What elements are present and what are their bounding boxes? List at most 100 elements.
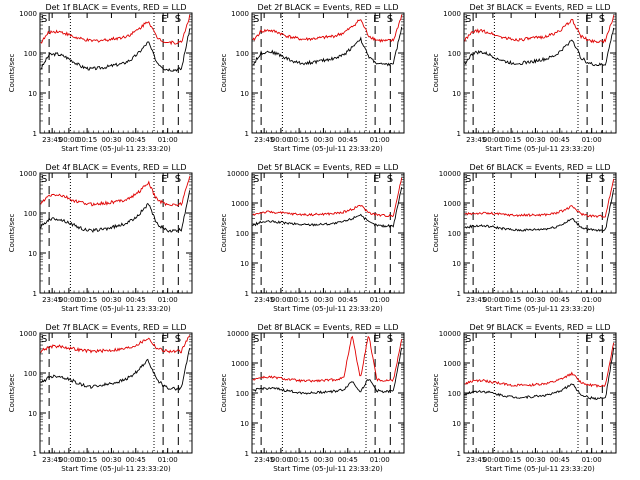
marker-e: E [373, 174, 379, 185]
marker-e: E [373, 334, 379, 345]
marker-s: S [599, 334, 605, 345]
marker-s: S [599, 14, 605, 25]
x-tick-label: 23:45 [42, 296, 62, 304]
y-tick-label: 10 [452, 260, 461, 268]
x-tick-label: 00:30 [525, 136, 545, 144]
series-line [252, 177, 403, 218]
x-tick-label: 01:00 [158, 136, 178, 144]
marker-s: S [41, 174, 47, 185]
series-line [40, 28, 191, 72]
x-tick-label: 00:45 [338, 296, 358, 304]
series-line [252, 26, 403, 67]
y-axis-label: Counts/sec [220, 54, 228, 93]
x-tick-label: 00:00 [271, 136, 291, 144]
plot-frame [251, 172, 405, 294]
y-tick-label: 1000 [231, 360, 249, 368]
y-tick-label: 1 [245, 450, 249, 458]
panel-title: Det 6f BLACK = Events, RED = LLD [469, 163, 610, 172]
x-tick-label: 00:45 [126, 136, 146, 144]
x-tick-label: 00:15 [77, 296, 97, 304]
marker-s: S [253, 14, 259, 25]
y-tick-label: 100 [236, 390, 249, 398]
series-line [252, 335, 403, 383]
x-tick-label: 00:45 [550, 456, 570, 464]
y-tick-label: 1 [457, 130, 461, 138]
x-axis-label: Start Time (05-Jul-11 23:33:20) [485, 305, 595, 313]
panel-title: Det 7f BLACK = Events, RED = LLD [45, 323, 186, 332]
plot-panel-4: Det 4f BLACK = Events, RED = LLD 1 10 100 10… [8, 163, 193, 313]
y-axis-label: Counts/sec [432, 374, 440, 413]
x-tick-label: 00:00 [59, 296, 79, 304]
y-axis-label: Counts/sec [220, 214, 228, 253]
x-tick-label: 00:15 [501, 456, 521, 464]
x-tick-label: 00:00 [271, 456, 291, 464]
y-tick-label: 1 [245, 130, 249, 138]
x-tick-label: 23:45 [466, 456, 486, 464]
y-tick-label: 1000 [19, 330, 37, 338]
x-tick-label: 00:30 [313, 456, 333, 464]
x-tick-label: 00:30 [313, 136, 333, 144]
plot-panel-1: Det 1f BLACK = Events, RED = LLD 1 10 100 10… [8, 3, 193, 153]
y-axis-label: Counts/sec [8, 54, 16, 93]
x-tick-label: 00:45 [126, 296, 146, 304]
marker-s: S [175, 334, 181, 345]
y-tick-label: 1 [33, 450, 37, 458]
series-line [40, 190, 191, 234]
plot-panel-3: Det 3f BLACK = Events, RED = LLD 1 10 100 10… [432, 3, 617, 153]
x-tick-label: 23:45 [42, 456, 62, 464]
y-tick-label: 100 [236, 50, 249, 58]
marker-s: S [387, 174, 393, 185]
x-tick-label: 23:45 [254, 136, 274, 144]
series-line [252, 14, 403, 43]
x-tick-label: 01:00 [158, 456, 178, 464]
x-tick-label: 00:00 [483, 456, 503, 464]
x-tick-label: 01:00 [582, 456, 602, 464]
plot-frame [39, 172, 193, 294]
panel-title: Det 9f BLACK = Events, RED = LLD [469, 323, 610, 332]
x-tick-label: 23:45 [254, 456, 274, 464]
x-tick-label: 00:15 [289, 296, 309, 304]
x-tick-label: 23:45 [466, 136, 486, 144]
y-tick-label: 10000 [227, 170, 249, 178]
x-tick-label: 00:15 [501, 296, 521, 304]
y-axis-label: Counts/sec [432, 54, 440, 93]
marker-e: E [585, 334, 591, 345]
y-tick-label: 1 [245, 290, 249, 298]
x-tick-label: 00:00 [59, 136, 79, 144]
x-tick-label: 00:45 [126, 456, 146, 464]
marker-s: S [253, 174, 259, 185]
x-tick-label: 00:00 [483, 136, 503, 144]
series-line [40, 14, 191, 46]
y-tick-label: 10000 [227, 330, 249, 338]
x-axis-label: Start Time (05-Jul-11 23:33:20) [485, 145, 595, 153]
plot-frame [463, 172, 617, 294]
x-tick-label: 00:30 [101, 296, 121, 304]
x-tick-label: 00:30 [101, 456, 121, 464]
x-tick-label: 00:45 [550, 136, 570, 144]
x-tick-label: 00:15 [289, 136, 309, 144]
panel-title: Det 1f BLACK = Events, RED = LLD [45, 3, 186, 12]
y-tick-label: 1000 [443, 10, 461, 18]
plot-frame [39, 332, 193, 454]
y-tick-label: 1000 [443, 360, 461, 368]
y-tick-label: 1 [33, 130, 37, 138]
y-tick-label: 10000 [439, 170, 461, 178]
x-tick-label: 00:45 [338, 456, 358, 464]
y-tick-label: 1000 [19, 170, 37, 178]
y-axis-label: Counts/sec [220, 374, 228, 413]
plot-panel-5: Det 5f BLACK = Events, RED = LLD 1 10 100 10… [220, 163, 405, 313]
y-tick-label: 10 [28, 410, 37, 418]
x-axis-label: Start Time (05-Jul-11 23:33:20) [61, 305, 171, 313]
marker-s: S [41, 334, 47, 345]
marker-s: S [41, 14, 47, 25]
x-tick-label: 23:45 [466, 296, 486, 304]
x-tick-label: 01:00 [582, 136, 602, 144]
x-axis-label: Start Time (05-Jul-11 23:33:20) [273, 145, 383, 153]
x-tick-label: 01:00 [370, 136, 390, 144]
x-axis-label: Start Time (05-Jul-11 23:33:20) [273, 305, 383, 313]
plot-panel-8: Det 8f BLACK = Events, RED = LLD 1 10 100 10… [220, 323, 405, 473]
y-tick-label: 10 [240, 420, 249, 428]
marker-e: E [161, 14, 167, 25]
x-tick-label: 00:00 [483, 296, 503, 304]
